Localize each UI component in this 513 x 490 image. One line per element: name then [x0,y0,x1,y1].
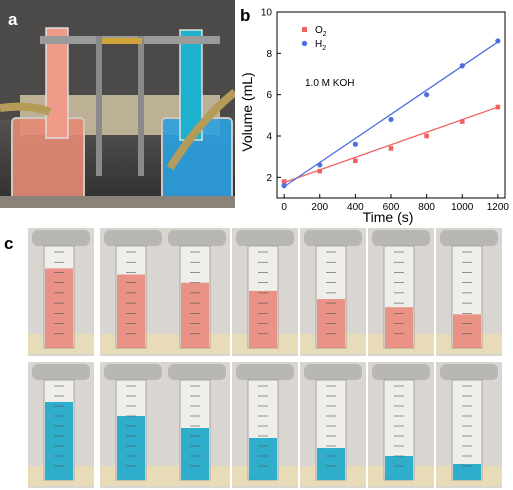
tube-photo [164,228,230,356]
tube-photo [300,228,366,356]
y-tick-label: 6 [266,90,272,101]
y-tick-label: 4 [266,132,272,143]
legend-marker-O2 [302,27,307,32]
tube-rim [304,230,362,246]
tube-liquid [385,456,413,480]
chart-axes [276,11,506,199]
legend-label-O2: O2 [315,25,327,38]
tube-photo [100,228,166,356]
tube-rim [304,364,362,380]
tube-liquid [181,428,209,480]
tube-liquid [181,282,209,348]
blue-tube-sequence [28,362,502,488]
tube-photo [100,362,166,488]
tube-liquid [385,307,413,348]
plot-frame [276,11,506,199]
panel-label-a: a [8,10,18,29]
data-point-O2 [459,119,465,124]
legend-marker-H2 [301,40,308,47]
tube-liquid [249,290,277,348]
tube-photo [300,362,366,488]
data-point-H2 [388,116,394,123]
y-tick-label: 2 [266,173,272,184]
tube-photo [164,362,230,488]
tube-rim [236,230,294,246]
data-point-H2 [459,63,465,69]
chart-annotation: 1.0 M KOH [305,78,354,89]
data-point-H2 [495,38,501,44]
data-point-O2 [495,104,501,110]
chart-ticks: 0 200 400 600 800 1000 1200 2 4 6 8 10 [261,8,510,214]
x-tick-label: 1200 [487,202,510,213]
tube-liquid [249,438,277,480]
tube-photo [436,362,502,488]
tube-photo [436,228,502,356]
panel-label-c: c [4,234,14,253]
fit-line-H2 [283,41,499,188]
tube-rim [440,230,498,246]
tube-rim [32,364,90,380]
red-tube-sequence [28,228,502,356]
tube-rim [32,230,90,246]
tube-photo [368,362,434,488]
electrolysis-setup-photo [0,0,235,208]
tube-liquid [117,416,145,480]
tube-rim [236,364,294,380]
tube-rim [372,364,430,380]
x-tick-label: 1000 [451,202,474,213]
y-tick-label: 8 [266,49,272,60]
data-point-O2 [317,168,323,174]
x-tick-label: 0 [281,202,287,213]
tube-glass [451,379,483,481]
tube-rim [372,230,430,246]
tube-photo [28,362,94,488]
tube-liquid [45,268,73,348]
y-tick-label: 10 [261,8,273,19]
x-tick-label: 800 [418,202,435,213]
tube-rim [440,364,498,380]
data-point-O2 [353,158,358,164]
data-point-O2 [424,133,429,139]
tube-rim [104,230,162,246]
tube-liquid [317,448,345,480]
data-point-H2 [352,141,358,147]
data-point-O2 [281,179,287,184]
tube-liquid [45,402,73,480]
data-point-O2 [388,146,394,151]
data-point-H2 [424,92,430,98]
tube-rim [168,364,226,380]
tube-liquid [117,274,145,348]
tube-photo [28,228,94,356]
chart-marks [281,38,501,189]
x-tick-label: 600 [383,202,400,213]
x-tick-label: 200 [311,202,328,213]
data-point-H2 [281,183,287,189]
legend-label-H2: H2 [315,39,326,52]
tube-photo [232,362,298,488]
panel-label-b: b [240,6,251,25]
tube-liquid [453,314,481,348]
data-point-H2 [317,162,323,168]
tube-photo [232,228,298,356]
tube-rim [104,364,162,380]
y-axis-label: Volume (mL) [239,72,255,151]
x-tick-label: 400 [347,202,364,213]
tube-liquid [453,464,481,480]
x-axis-label: Time (s) [363,209,414,225]
tube-rim [168,230,226,246]
tube-photo [368,228,434,356]
